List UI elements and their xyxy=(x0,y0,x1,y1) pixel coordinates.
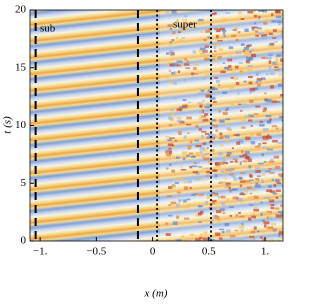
y-tick-label: 15 xyxy=(15,61,27,73)
y-tick-label: 0 xyxy=(21,235,27,247)
noise xyxy=(165,10,283,241)
y-tick-label: 5 xyxy=(21,177,27,189)
y-tick-label: 20 xyxy=(15,4,27,16)
x-tick-label: −1. xyxy=(33,246,48,258)
x-tick-label: 1. xyxy=(261,246,270,258)
annotation: sub xyxy=(40,23,56,35)
y-tick-label: 10 xyxy=(15,119,27,131)
chart: sub super x (m) t (s) −1. −0.5 0 0.5 1. 0 5 10 1… xyxy=(2,4,284,300)
y-axis-label: t (s) xyxy=(2,116,14,134)
x-axis-label: x (m) xyxy=(144,288,168,300)
x-tick-label: 0.5 xyxy=(202,246,216,258)
annotation: super xyxy=(173,19,197,31)
field xyxy=(30,10,283,241)
x-tick-label: −0.5 xyxy=(86,246,106,258)
x-tick-label: 0 xyxy=(150,246,156,258)
